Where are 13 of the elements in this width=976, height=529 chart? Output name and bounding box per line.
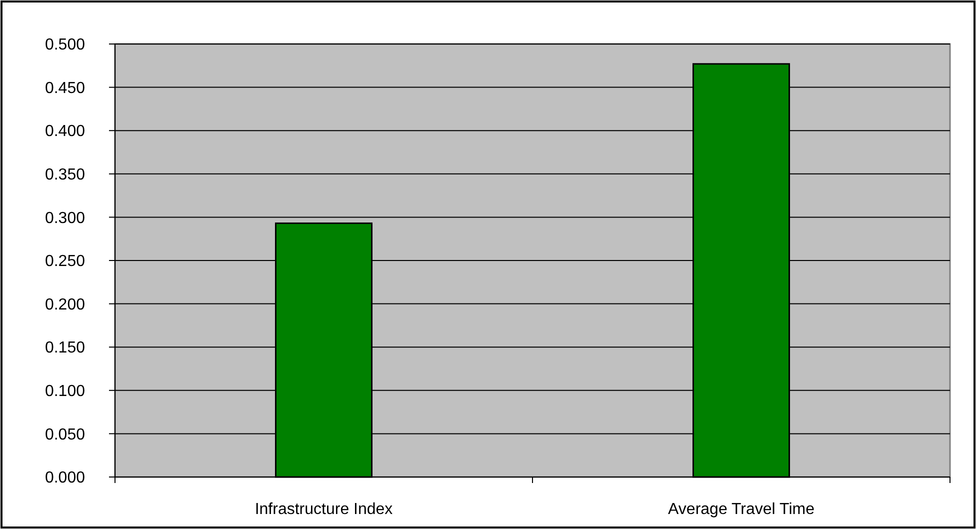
y-tick-label: 0.050 (44, 426, 86, 444)
y-tick-label: 0.000 (44, 470, 86, 487)
y-tick-label: 0.400 (44, 123, 86, 140)
y-tick-label: 0.200 (44, 296, 86, 314)
x-tick-label: Average Travel Time (668, 501, 815, 518)
y-tick-label: 0.350 (44, 166, 86, 184)
y-tick-label: 0.250 (44, 253, 86, 270)
y-tick-label: 0.100 (44, 383, 86, 400)
y-tick-label: 0.450 (44, 80, 86, 97)
y-tick-label: 0.150 (44, 340, 86, 357)
y-tick-label: 0.300 (44, 210, 86, 227)
x-tick-label: Infrastructure Index (254, 501, 393, 518)
y-tick-label: 0.500 (44, 36, 86, 54)
